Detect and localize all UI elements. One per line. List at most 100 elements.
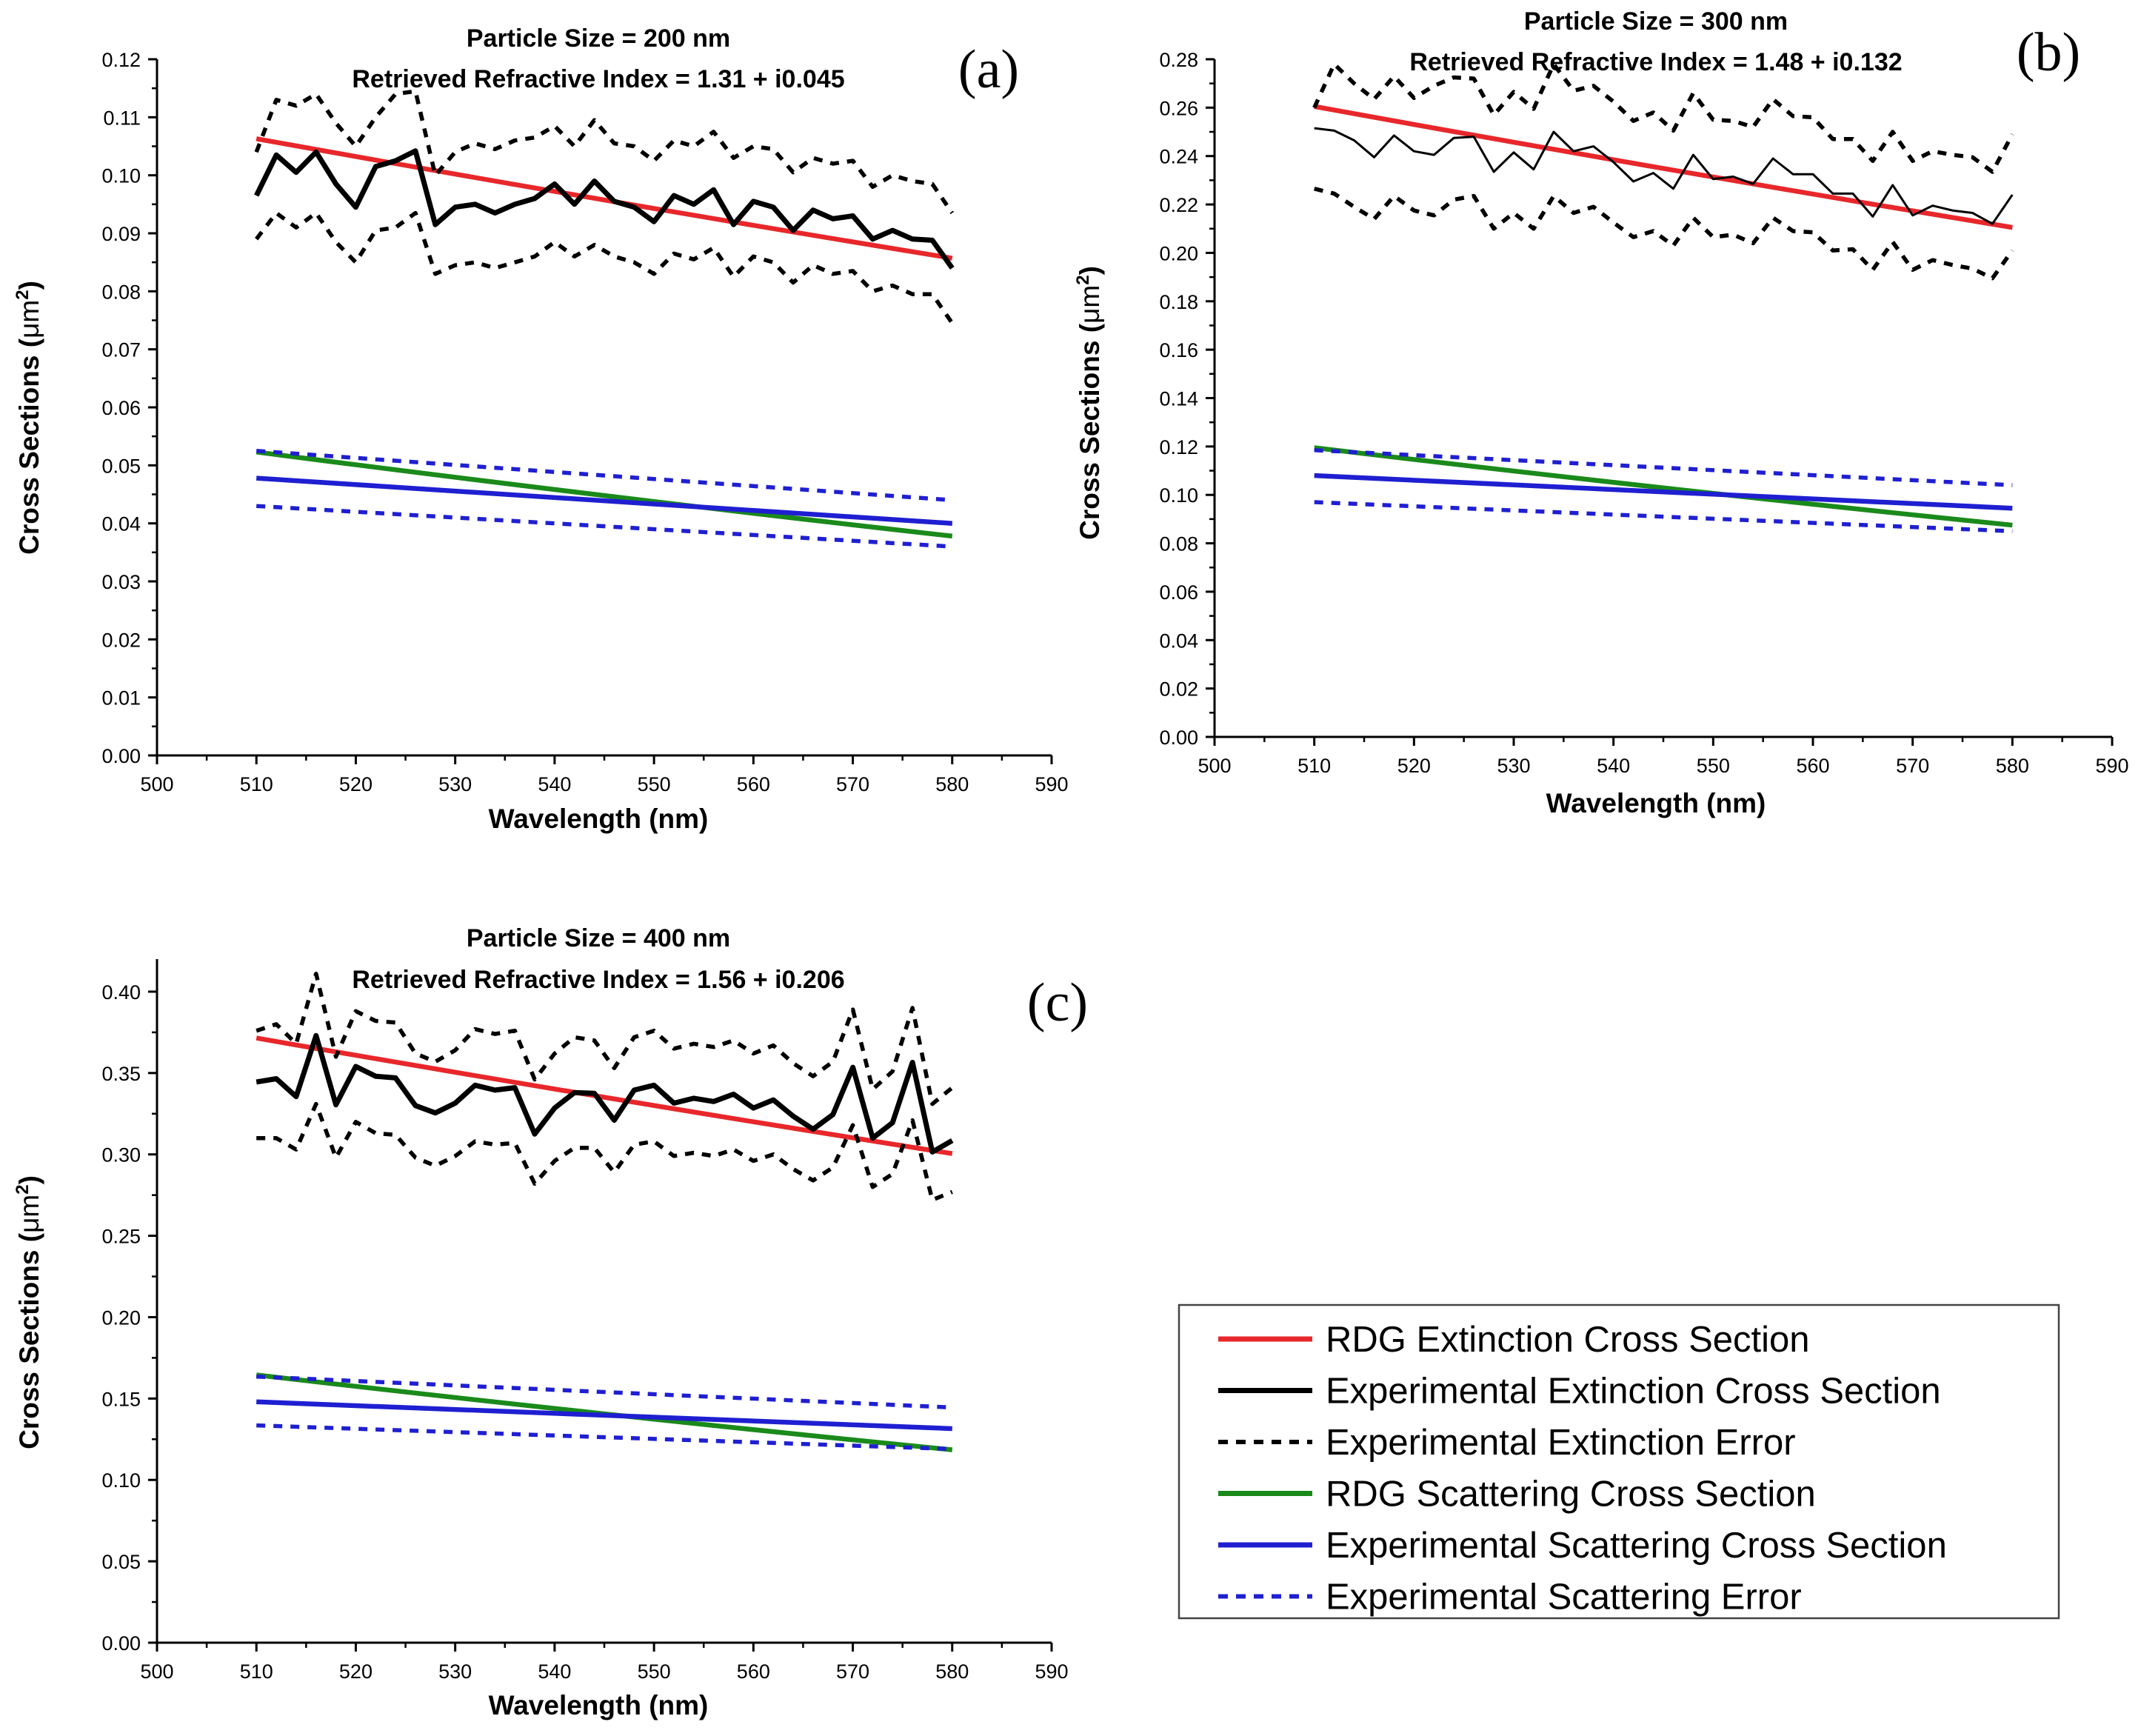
x-tick-label: 540	[538, 1660, 571, 1683]
y-tick-label: 0.28	[1159, 49, 1198, 71]
y-tick-label: 0.03	[101, 571, 141, 593]
y-axis-title-main: Cross Sections (	[14, 1232, 44, 1449]
series-line-rdg-sca	[255, 450, 953, 539]
legend-box	[1178, 1303, 2060, 1620]
series-line-exp-ext	[254, 148, 955, 270]
series-line-rdg-ext	[1314, 104, 2013, 230]
chart-title-line2: Retrieved Refractive Index = 1.31 + i0.0…	[352, 65, 844, 93]
x-tick-label: 540	[538, 773, 571, 795]
y-tick-label: 0.00	[101, 1632, 141, 1655]
series-line-exp-ext	[255, 1032, 954, 1155]
chart-title-line2: Retrieved Refractive Index = 1.56 + i0.2…	[352, 966, 844, 994]
y-axis-title-unit: μm	[14, 1195, 44, 1233]
y-tick-label: 0.40	[101, 981, 141, 1004]
y-tick-label: 0.18	[1159, 291, 1198, 313]
x-tick-label: 520	[339, 773, 373, 795]
legend-item-exp-ext-err: Experimental Extinction Error	[1218, 1423, 1796, 1463]
y-axis-title-end: )	[1075, 266, 1105, 275]
y-tick-label: 0.14	[1159, 388, 1198, 410]
legend-item-rdg-sca: RDG Scattering Cross Section	[1218, 1475, 1816, 1515]
legend: RDG Extinction Cross Section Experimental…	[1178, 1303, 2060, 1620]
series-line-exp-sca-err-upper	[256, 1374, 952, 1410]
legend-label: RDG Extinction Cross Section	[1326, 1320, 1810, 1360]
x-tick-label: 580	[935, 1660, 969, 1683]
y-axis-title: Cross Sections (μm2)	[13, 1175, 44, 1449]
y-tick-label: 0.05	[101, 455, 141, 477]
axis-ticks: 500 510 520 530 540 550 560 570 580 590 0.00 0.02 0.…	[1159, 49, 2128, 777]
x-tick-label: 560	[737, 1660, 770, 1683]
series-layer	[255, 972, 954, 1452]
y-tick-label: 0.07	[101, 339, 141, 361]
series-line-exp-sca	[256, 1399, 952, 1432]
y-tick-label: 0.20	[101, 1306, 141, 1329]
legend-label: Experimental Extinction Cross Section	[1326, 1372, 1941, 1412]
panel-label: (c)	[1027, 972, 1088, 1033]
x-tick-label: 580	[935, 773, 969, 795]
x-tick-label: 550	[638, 1660, 671, 1683]
x-tick-label: 590	[2095, 755, 2128, 777]
x-tick-label: 510	[1297, 755, 1331, 777]
chart-title-line1: Particle Size = 400 nm	[467, 924, 730, 952]
y-tick-label: 0.35	[101, 1063, 141, 1085]
x-tick-label: 550	[1697, 755, 1730, 777]
chart-panel-c: Particle Size = 400 nm Retrieved Refract…	[13, 924, 1088, 1720]
y-tick-label: 0.12	[1159, 436, 1198, 458]
x-tick-label: 570	[1896, 755, 1929, 777]
y-tick-label: 0.06	[1159, 581, 1198, 604]
series-line-exp-sca-err-upper	[256, 449, 952, 503]
y-tick-label: 0.10	[101, 165, 141, 187]
legend-label: Experimental Scattering Cross Section	[1326, 1526, 1947, 1566]
y-axis-title-end: )	[14, 281, 44, 290]
series-line-exp-ext-err-lower	[256, 1101, 953, 1202]
y-tick-label: 0.15	[101, 1388, 141, 1410]
y-axis-title-sup: 2	[1073, 275, 1093, 284]
axes	[156, 59, 1052, 757]
x-tick-label: 590	[1035, 1660, 1068, 1683]
series-line-exp-ext-err-lower	[255, 210, 955, 324]
series-layer	[254, 89, 955, 549]
x-tick-label: 530	[438, 1660, 472, 1683]
legend-item-rdg-ext: RDG Extinction Cross Section	[1218, 1320, 1810, 1360]
x-tick-label: 510	[240, 1660, 273, 1683]
x-axis-title: Wavelength (nm)	[1546, 788, 1766, 818]
series-line-exp-sca-err-lower	[256, 1423, 952, 1452]
legend-item-exp-sca-err: Experimental Scattering Error	[1218, 1578, 1802, 1618]
y-axis-title-sup: 2	[13, 290, 33, 299]
x-tick-label: 560	[1796, 755, 1829, 777]
y-tick-label: 0.16	[1159, 339, 1198, 361]
x-tick-label: 530	[438, 773, 472, 795]
y-axis-title-unit: μm	[1075, 285, 1105, 324]
y-tick-label: 0.04	[101, 513, 141, 535]
legend-item-exp-sca: Experimental Scattering Cross Section	[1218, 1526, 1947, 1566]
y-tick-label: 0.26	[1159, 97, 1198, 119]
x-tick-label: 510	[240, 773, 273, 795]
y-tick-label: 0.11	[103, 107, 141, 129]
x-tick-label: 560	[737, 773, 770, 795]
series-line-exp-ext-err-upper	[1312, 61, 2014, 174]
x-axis-title: Wavelength (nm)	[489, 1690, 709, 1720]
axes	[1213, 59, 2112, 738]
y-tick-label: 0.12	[101, 49, 141, 71]
panel-label: (b)	[2017, 22, 2080, 83]
x-tick-label: 590	[1035, 773, 1068, 795]
series-line-exp-ext-err-upper	[254, 89, 955, 215]
series-line-exp-sca-err-lower	[256, 504, 952, 549]
y-tick-label: 0.10	[101, 1469, 141, 1492]
x-tick-label: 580	[1996, 755, 2029, 777]
x-tick-label: 500	[1198, 755, 1231, 777]
y-tick-label: 0.01	[101, 687, 141, 710]
axes	[156, 959, 1052, 1644]
y-axis-title: Cross Sections (μm2)	[13, 281, 44, 555]
y-tick-label: 0.08	[1159, 533, 1198, 555]
y-tick-label: 0.24	[1159, 146, 1198, 168]
legend-label: Experimental Scattering Error	[1326, 1578, 1802, 1618]
y-tick-label: 0.05	[101, 1551, 141, 1573]
x-tick-label: 500	[140, 773, 173, 795]
x-tick-label: 500	[140, 1660, 173, 1683]
x-tick-label: 550	[638, 773, 671, 795]
y-tick-label: 0.25	[101, 1226, 141, 1248]
x-tick-label: 530	[1497, 755, 1530, 777]
y-tick-label: 0.20	[1159, 242, 1198, 264]
series-line-rdg-ext	[255, 136, 953, 261]
legend-label: RDG Scattering Cross Section	[1326, 1475, 1816, 1515]
